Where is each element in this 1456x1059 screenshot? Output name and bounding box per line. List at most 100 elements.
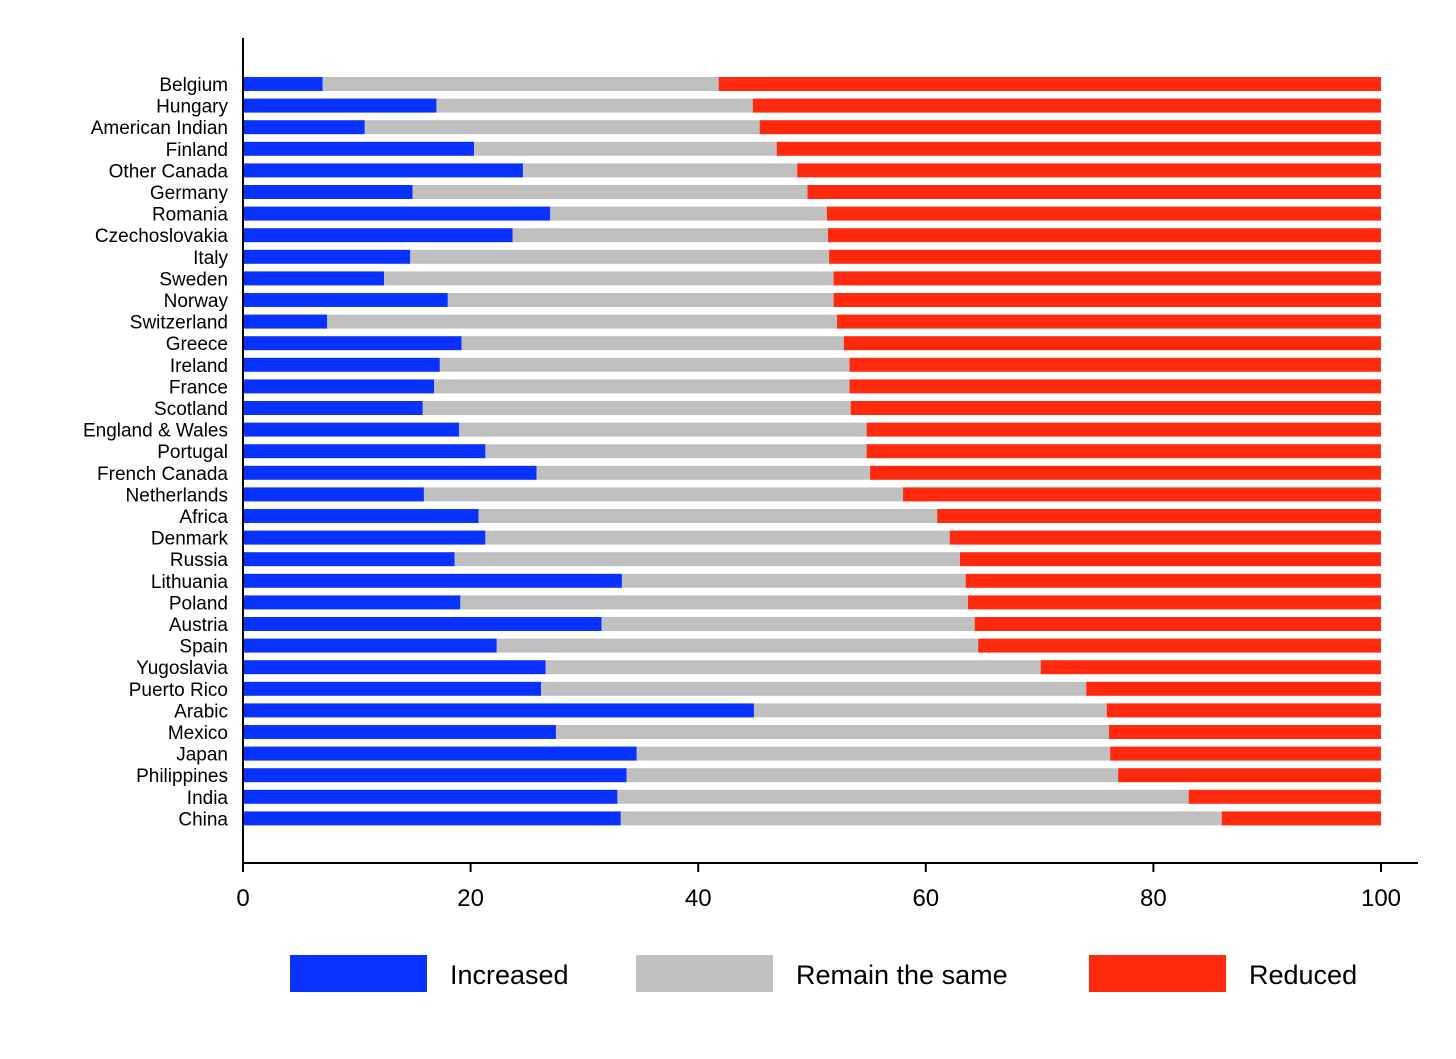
legend-swatch-reduced: [1089, 955, 1226, 992]
bar-segment-remain-the-same-7: [512, 228, 828, 243]
category-label: Mexico: [168, 723, 228, 744]
category-label: France: [169, 377, 228, 398]
legend-label: Increased: [450, 960, 569, 990]
bar-segment-increased-0: [243, 77, 323, 91]
bar-segment-reduced-0: [718, 77, 1381, 91]
bar-segment-increased-28: [243, 681, 542, 696]
bar-segment-remain-the-same-33: [617, 789, 1189, 804]
bar-segment-remain-the-same-3: [474, 141, 777, 156]
category-label: Scotland: [154, 399, 228, 420]
bar-segment-reduced-15: [850, 401, 1381, 415]
bar-segment-increased-11: [243, 314, 328, 329]
bar-segment-reduced-13: [849, 357, 1381, 372]
category-label: Greece: [166, 334, 228, 355]
bar-segment-reduced-28: [1086, 681, 1381, 696]
bar-segment-reduced-26: [978, 638, 1381, 653]
bar-segment-reduced-32: [1118, 768, 1381, 783]
bar-segment-remain-the-same-8: [410, 249, 830, 264]
bar-segment-remain-the-same-31: [636, 746, 1111, 761]
bar-segment-increased-32: [243, 768, 627, 783]
bar-segment-reduced-7: [827, 228, 1381, 243]
legend-swatch-increased: [290, 955, 427, 992]
bar-segment-remain-the-same-2: [364, 120, 760, 135]
category-label: Other Canada: [109, 161, 229, 182]
category-label: Japan: [176, 745, 228, 766]
bar-segment-remain-the-same-14: [434, 379, 850, 394]
bar-segment-reduced-1: [752, 98, 1381, 113]
bar-segment-increased-10: [243, 293, 448, 307]
x-tick-label: 0: [236, 885, 249, 912]
category-label: Puerto Rico: [129, 680, 228, 701]
category-label: Romania: [152, 205, 228, 226]
bar-segment-increased-33: [243, 789, 618, 804]
bar-segment-remain-the-same-23: [621, 573, 966, 588]
bar-segment-increased-20: [243, 509, 479, 523]
bar-segment-reduced-27: [1040, 660, 1381, 675]
category-label: Africa: [179, 507, 228, 528]
legend: Increased Remain the same Reduced: [290, 955, 1357, 992]
x-tick-label: 40: [685, 885, 712, 912]
category-label: Norway: [164, 291, 229, 312]
legend-swatch-remain-the-same: [636, 955, 773, 992]
bar-segment-reduced-2: [759, 120, 1381, 135]
bar-segment-increased-17: [243, 444, 486, 459]
category-label: Portugal: [157, 442, 228, 463]
category-label: Austria: [169, 615, 229, 636]
category-label: Ireland: [170, 356, 228, 377]
bar-segment-reduced-18: [870, 465, 1381, 480]
bar-segment-reduced-6: [826, 206, 1381, 221]
category-label: Arabic: [174, 701, 228, 722]
bar-segment-increased-31: [243, 746, 637, 761]
bar-segment-increased-3: [243, 141, 475, 156]
bar-segment-reduced-8: [829, 249, 1381, 264]
category-label: Netherlands: [126, 485, 228, 506]
category-label: Yugoslavia: [136, 658, 228, 679]
bar-segment-remain-the-same-4: [522, 163, 798, 178]
bar-segment-increased-12: [243, 336, 462, 351]
bar-segment-remain-the-same-10: [447, 293, 834, 307]
bar-segment-remain-the-same-27: [545, 660, 1041, 675]
bar-segment-increased-18: [243, 465, 537, 480]
bar-segment-reduced-14: [849, 379, 1381, 394]
bar-segment-reduced-29: [1106, 703, 1381, 718]
x-tick-label: 100: [1361, 885, 1401, 912]
bar-segment-increased-25: [243, 617, 602, 631]
bar-segment-increased-13: [243, 357, 440, 372]
category-label: Denmark: [151, 529, 229, 550]
bar-segment-increased-2: [243, 120, 365, 135]
category-label: Spain: [179, 637, 228, 658]
bar-segment-increased-14: [243, 379, 435, 394]
category-label: China: [178, 809, 228, 830]
legend-label: Remain the same: [796, 960, 1008, 990]
bar-segment-increased-24: [243, 595, 461, 610]
bar-segment-remain-the-same-11: [327, 314, 838, 329]
x-tick-label: 60: [912, 885, 939, 912]
bar-segment-remain-the-same-9: [384, 271, 834, 286]
x-tick-label: 80: [1140, 885, 1167, 912]
bar-segment-reduced-3: [776, 141, 1381, 156]
bar-segment-reduced-4: [797, 163, 1381, 178]
bar-segment-remain-the-same-22: [454, 552, 960, 567]
category-label: Germany: [150, 183, 229, 204]
bar-segment-increased-1: [243, 98, 437, 113]
bar-segment-increased-6: [243, 206, 551, 221]
category-label: Russia: [170, 550, 229, 571]
bar-segment-reduced-10: [833, 293, 1381, 307]
bar-segment-remain-the-same-20: [478, 509, 938, 523]
bar-segment-remain-the-same-1: [436, 98, 753, 113]
bar-segment-increased-27: [243, 660, 546, 675]
category-label: Sweden: [159, 269, 228, 290]
bar-segment-reduced-34: [1221, 811, 1381, 826]
bar-segment-increased-23: [243, 573, 622, 588]
bar-segment-reduced-20: [937, 509, 1381, 523]
category-label: Poland: [169, 593, 228, 614]
bar-segment-increased-30: [243, 725, 556, 739]
bar-segment-remain-the-same-26: [496, 638, 979, 653]
bar-segment-reduced-11: [837, 314, 1381, 329]
bar-segment-increased-22: [243, 552, 455, 567]
bar-segment-increased-5: [243, 185, 413, 199]
bars-group: [243, 77, 1381, 826]
bar-segment-increased-21: [243, 530, 486, 545]
bar-segment-reduced-24: [967, 595, 1381, 610]
